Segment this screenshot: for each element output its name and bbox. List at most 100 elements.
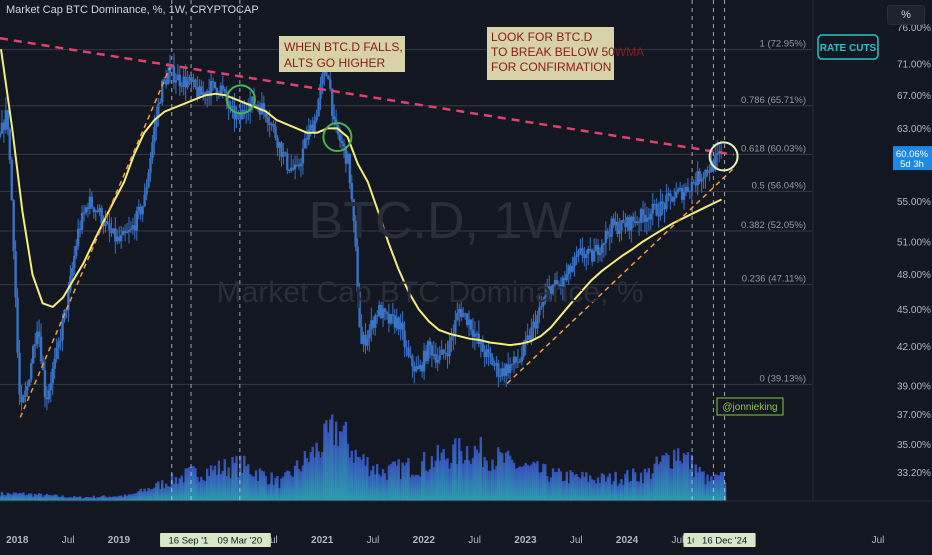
volume-bar	[176, 483, 180, 501]
volume-bar	[118, 495, 121, 501]
y-tick-label: 71.00%	[897, 60, 931, 71]
candle-body	[532, 321, 535, 328]
volume-bar	[311, 446, 314, 501]
volume-bar	[264, 476, 267, 501]
candle-body	[467, 319, 471, 325]
candle-body	[159, 102, 162, 104]
candle-body	[200, 86, 203, 95]
candle-body	[360, 326, 363, 344]
candle-body	[632, 216, 635, 222]
candle-body	[415, 366, 418, 372]
volume-bar	[436, 445, 439, 501]
volume-bar	[493, 469, 496, 501]
candle-body	[313, 120, 316, 133]
volume-bar	[69, 497, 72, 501]
candle-body	[508, 364, 512, 374]
volume-bar	[319, 457, 322, 501]
date-marker-badge	[208, 533, 271, 547]
candle-body	[223, 89, 226, 92]
volume-bar	[73, 496, 76, 501]
volume-bar	[35, 494, 39, 501]
candle-body	[688, 191, 692, 193]
volume-bar	[282, 476, 285, 501]
volume-bar	[352, 462, 355, 501]
candle-body	[133, 225, 137, 231]
candle-body	[598, 252, 602, 256]
volume-bar	[301, 465, 305, 501]
candle-body	[569, 265, 572, 272]
candle-body	[546, 289, 549, 296]
volume-bar	[329, 419, 332, 501]
candle-body	[407, 347, 410, 356]
candle-body	[110, 230, 113, 233]
candle-body	[207, 90, 211, 97]
candle-body	[393, 315, 396, 328]
candle-body	[231, 105, 234, 107]
candle-body	[139, 206, 142, 215]
volume-bar	[92, 495, 96, 501]
candle-body	[30, 363, 33, 380]
candle-body	[94, 210, 97, 213]
candle-body	[538, 307, 541, 316]
volume-bar	[94, 498, 97, 501]
candle-body	[680, 187, 684, 200]
candle-body	[178, 74, 182, 86]
candle-body	[28, 379, 31, 386]
volume-bar	[55, 494, 58, 501]
volume-bar	[690, 454, 694, 501]
volume-bar	[204, 481, 207, 501]
y-tick-label: 55.00%	[897, 197, 931, 208]
volume-bar	[71, 497, 74, 501]
candle-body	[461, 313, 465, 318]
candle-body	[4, 110, 8, 130]
candle-body	[577, 251, 580, 256]
volume-bar	[510, 459, 514, 501]
volume-bar	[170, 473, 174, 501]
volume-bar	[489, 470, 492, 501]
candle-body	[331, 88, 334, 117]
volume-bar	[196, 476, 199, 501]
y-tick-label: 45.00%	[897, 305, 931, 316]
percent-scale-button[interactable]: %	[887, 5, 925, 25]
candle-body	[413, 366, 416, 372]
volume-bar	[544, 464, 547, 501]
candle-body	[585, 253, 588, 258]
volume-bar	[618, 483, 621, 501]
highlight-circle	[322, 122, 353, 153]
support-trendline	[506, 167, 735, 384]
x-tick-label: Jul	[570, 535, 583, 546]
y-tick-label: 37.00%	[897, 410, 931, 421]
volume-bar	[465, 446, 469, 501]
volume-bar	[413, 475, 416, 501]
volume-bar	[497, 447, 500, 501]
volume-bar	[0, 491, 4, 501]
candle-body	[39, 336, 43, 362]
candle-body	[90, 196, 94, 208]
volume-bar	[561, 481, 565, 501]
volume-bar	[616, 485, 619, 501]
candle-body	[12, 200, 15, 252]
volume-bar	[680, 463, 684, 501]
volume-bar	[633, 472, 637, 501]
candle-body	[78, 228, 82, 230]
volume-bar	[686, 452, 690, 501]
highlight-circle	[225, 84, 256, 115]
candle-body	[59, 340, 62, 342]
candle-body	[176, 74, 180, 81]
candle-body	[338, 134, 342, 141]
volume-bar	[669, 468, 672, 501]
x-tick-label: Jul	[468, 535, 481, 546]
volume-bar	[90, 497, 94, 501]
volume-bar	[598, 482, 602, 501]
volume-bar	[63, 497, 66, 501]
volume-bar	[579, 478, 582, 501]
candle-body	[481, 342, 484, 352]
watermark-name: Market Cap BTC Dominance, %	[217, 276, 644, 309]
candle-body	[352, 199, 355, 222]
volume-bar	[129, 494, 133, 501]
fib-label: 0.382 (52.05%)	[741, 220, 806, 231]
volume-bar	[100, 496, 103, 501]
candle-body	[370, 320, 373, 330]
volume-bar	[280, 478, 283, 501]
